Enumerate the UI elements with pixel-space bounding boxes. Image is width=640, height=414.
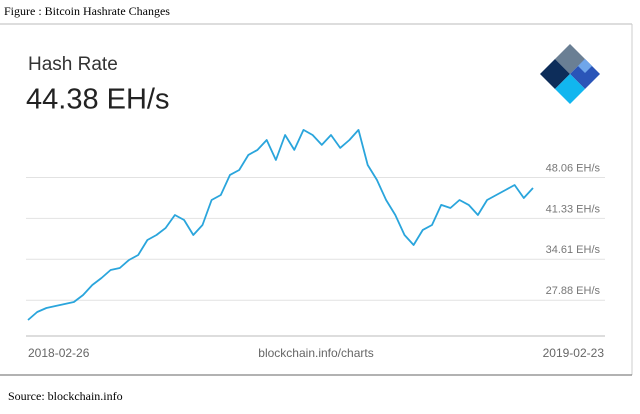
x-tick-label: 2018-02-26	[28, 346, 90, 360]
y-tick-label: 41.33 EH/s	[546, 203, 601, 215]
y-tick-label: 34.61 EH/s	[546, 244, 601, 256]
x-tick-label: 2019-02-23	[543, 346, 605, 360]
source-note: Source: blockchain.info	[8, 389, 123, 403]
logo	[540, 44, 600, 104]
chart-credit: blockchain.info/charts	[258, 346, 373, 360]
current-value: 44.38 EH/s	[26, 84, 169, 116]
y-tick-label: 27.88 EH/s	[546, 285, 601, 297]
figure-caption: Figure : Bitcoin Hashrate Changes	[4, 4, 170, 18]
chart-title: Hash Rate	[28, 54, 118, 75]
y-tick-label: 48.06 EH/s	[546, 162, 601, 174]
hashrate-line	[27, 129, 534, 321]
